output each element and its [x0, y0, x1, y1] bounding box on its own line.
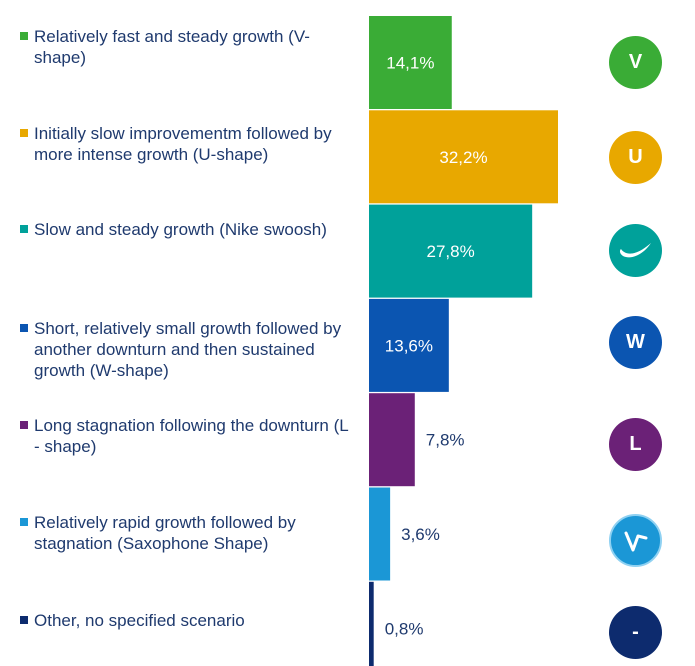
legend-item-l-shape: Long stagnation following the downturn (… — [20, 415, 350, 457]
legend-label: Slow and steady growth (Nike swoosh) — [34, 220, 327, 239]
bar-w-shape — [369, 298, 449, 392]
v-shape-icon: V — [609, 35, 662, 89]
badge-symbol: V — [628, 50, 643, 73]
legend-label: Relatively rapid growth followed by stag… — [34, 513, 296, 553]
l-shape-icon: L — [609, 417, 662, 471]
legend-label: Short, relatively small growth followed … — [34, 319, 342, 380]
u-shape-icon: U — [609, 130, 662, 184]
swoosh-icon — [609, 223, 662, 277]
saxophone-glyph — [624, 531, 648, 551]
value-label-saxophone: 3,6% — [401, 525, 440, 544]
legend-swatch — [20, 32, 28, 40]
value-label-l-shape: 7,8% — [426, 431, 465, 450]
bar-u-shape — [369, 110, 558, 204]
legend-label: Long stagnation following the downturn (… — [34, 416, 349, 456]
bar-swoosh — [369, 204, 533, 298]
legend-swatch — [20, 518, 28, 526]
value-label-v-shape: 14,1% — [386, 54, 434, 73]
saxophone-icon — [609, 513, 662, 567]
w-shape-icon: W — [609, 315, 662, 369]
legend-swatch — [20, 129, 28, 137]
bar-saxophone — [369, 487, 391, 581]
value-label-swoosh: 27,8% — [426, 242, 474, 261]
badge-symbol: U — [628, 145, 643, 168]
bar-other — [369, 581, 374, 666]
legend-item-w-shape: Short, relatively small growth followed … — [20, 318, 350, 381]
badge-symbol: - — [632, 620, 639, 643]
legend-item-saxophone: Relatively rapid growth followed by stag… — [20, 512, 350, 554]
legend-item-other: Other, no specified scenario — [20, 610, 350, 631]
legend-label: Relatively fast and steady growth (V-sha… — [34, 27, 310, 67]
legend-item-u-shape: Initially slow improvementm followed by … — [20, 123, 350, 165]
value-label-u-shape: 32,2% — [439, 148, 487, 167]
legend-swatch — [20, 421, 28, 429]
badge-symbol: W — [626, 330, 645, 353]
dash-icon: - — [609, 605, 662, 659]
legend-swatch — [20, 616, 28, 624]
legend-label: Other, no specified scenario — [34, 611, 245, 630]
bar-v-shape — [369, 16, 452, 109]
value-label-w-shape: 13,6% — [385, 336, 433, 355]
value-label-other: 0,8% — [385, 619, 424, 638]
badge-symbol: L — [629, 432, 642, 455]
swoosh-glyph — [619, 242, 651, 257]
legend-swatch — [20, 225, 28, 233]
bar-l-shape — [369, 393, 415, 487]
legend-item-v-shape: Relatively fast and steady growth (V-sha… — [20, 26, 350, 68]
legend-swatch — [20, 324, 28, 332]
legend-label: Initially slow improvementm followed by … — [34, 124, 332, 164]
legend-item-swoosh: Slow and steady growth (Nike swoosh) — [20, 219, 350, 240]
